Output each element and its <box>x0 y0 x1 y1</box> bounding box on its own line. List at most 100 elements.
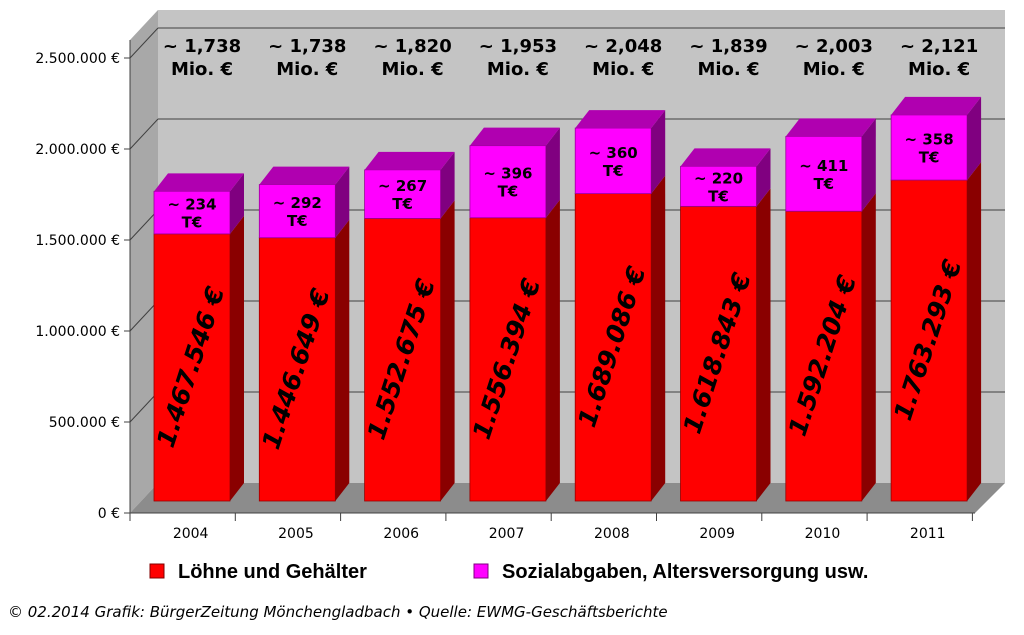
total-label-unit: Mio. € <box>382 59 444 80</box>
total-label-unit: Mio. € <box>487 59 549 80</box>
bar-loehne <box>364 218 442 502</box>
side-wall <box>130 10 158 513</box>
total-label-amount: ~ 1,738 <box>163 36 241 57</box>
bar-loehne <box>469 217 547 502</box>
bar-loehne <box>680 205 757 502</box>
bar-sozial-top <box>154 173 244 192</box>
legend: Löhne und Gehälter Sozialabgaben, Alters… <box>149 561 868 583</box>
segment-label-unit: T€ <box>813 175 834 193</box>
segment-label-unit: T€ <box>287 212 308 230</box>
bar-loehne-side <box>967 162 982 501</box>
bar-sozial-top <box>785 118 876 137</box>
gridline-diagonal <box>129 118 159 150</box>
y-tick-label: 0 € <box>98 506 120 522</box>
bar-sozial-side <box>230 173 244 234</box>
segment-label-amount: ~ 360 <box>589 144 638 162</box>
x-tick-label: 2005 <box>278 526 314 542</box>
segment-label-amount: ~ 358 <box>905 131 954 149</box>
bar-sozial-side <box>756 148 771 207</box>
x-tick-labels: 2004 2005 2006 2007 2008 2009 2010 2011 <box>129 513 973 542</box>
total-label-amount: ~ 1,839 <box>689 36 767 57</box>
y-tick-label: 1.500.000 € <box>35 233 120 249</box>
segment-label-unit: T€ <box>708 187 729 205</box>
bar-sozial-side <box>967 96 982 181</box>
segment-label-amount: ~ 234 <box>167 196 216 214</box>
bar-sozial <box>469 145 547 219</box>
x-tick-label: 2011 <box>910 526 946 542</box>
segment-label-unit: T€ <box>182 214 203 232</box>
bar-loehne-side <box>545 199 560 501</box>
bar-sozial <box>153 190 231 235</box>
x-tick-label: 2008 <box>594 526 630 542</box>
total-label-amount: ~ 1,953 <box>479 36 557 57</box>
gridline-diagonal <box>129 300 159 332</box>
bar-sozial-top <box>575 110 666 129</box>
bars <box>153 96 982 502</box>
x-tick-label: 2009 <box>699 526 735 542</box>
legend-label-sozial: Sozialabgaben, Altersversorgung usw. <box>502 561 868 583</box>
total-label-amount: ~ 2,003 <box>795 36 873 57</box>
segment-label-amount: ~ 292 <box>273 194 322 212</box>
total-label-unit: Mio. € <box>908 59 970 80</box>
bar-sozial-top <box>364 151 455 170</box>
bar-loehne <box>890 179 968 502</box>
segment-label-unit: T€ <box>919 149 940 167</box>
bar-sozial <box>574 127 652 194</box>
bar-loehne <box>785 210 863 502</box>
bar-sozial-side <box>335 166 350 238</box>
bar-sozial <box>258 184 336 239</box>
bar-sozial-side <box>861 118 876 212</box>
legend-label-loehne: Löhne und Gehälter <box>178 561 367 583</box>
y-tick-label: 2.500.000 € <box>35 51 120 67</box>
total-label-unit: Mio. € <box>803 59 865 80</box>
bar-sozial <box>890 114 968 181</box>
segment-label-unit: T€ <box>603 162 624 180</box>
bar-loehne-side <box>756 188 771 501</box>
total-label-unit: Mio. € <box>171 59 233 80</box>
bar-sozial-top <box>680 148 771 167</box>
gridline-diagonal <box>129 209 159 241</box>
bar-sozial-top <box>259 166 350 185</box>
total-label-amount: ~ 1,820 <box>373 36 451 57</box>
total-label-amount: ~ 2,048 <box>584 36 662 57</box>
y-tick-labels: 0 € 500.000 € 1.000.000 € 1.500.000 € 2.000.… <box>35 51 130 522</box>
bar-loehne-side <box>651 175 666 501</box>
bar-sozial-top <box>891 96 982 115</box>
bar-sozial <box>680 165 757 207</box>
total-label-unit: Mio. € <box>276 59 338 80</box>
x-tick-label: 2010 <box>805 526 841 542</box>
x-tick-label: 2006 <box>383 526 419 542</box>
segment-label-amount: ~ 267 <box>378 177 427 195</box>
total-label-unit: Mio. € <box>697 59 759 80</box>
bar-sozial-side <box>651 110 666 194</box>
footer-credit: © 02.2014 Grafik: BürgerZeitung Möncheng… <box>8 603 668 621</box>
legend-swatch-loehne <box>149 563 165 579</box>
y-tick-label: 2.000.000 € <box>35 142 120 158</box>
x-tick-label: 2004 <box>173 526 209 542</box>
bar-sozial-top <box>469 127 560 146</box>
bar-loehne <box>153 233 231 502</box>
segment-label-amount: ~ 411 <box>799 157 848 175</box>
segment-label-amount: ~ 220 <box>694 169 743 187</box>
bar-loehne-side <box>440 200 455 501</box>
total-label-amount: ~ 2,121 <box>900 36 978 57</box>
legend-swatch-sozial <box>473 563 489 579</box>
bar-loehne-side <box>230 215 244 502</box>
bar-sozial-side <box>545 127 560 218</box>
segment-label-unit: T€ <box>392 195 413 213</box>
bar-loehne-side <box>335 219 350 501</box>
y-tick-label: 1.000.000 € <box>35 324 120 340</box>
bar-loehne-side <box>861 193 876 501</box>
y-tick-label: 500.000 € <box>49 415 120 431</box>
segment-label-amount: ~ 396 <box>483 165 532 183</box>
bar-sozial-side <box>440 151 455 219</box>
gridline-diagonal <box>129 27 159 59</box>
segment-label-unit: T€ <box>498 183 519 201</box>
bar-loehne <box>574 193 652 502</box>
bar-loehne <box>258 237 336 502</box>
total-label-unit: Mio. € <box>592 59 654 80</box>
x-tick-label: 2007 <box>489 526 525 542</box>
total-label-amount: ~ 1,738 <box>268 36 346 57</box>
bar-sozial <box>364 169 442 219</box>
